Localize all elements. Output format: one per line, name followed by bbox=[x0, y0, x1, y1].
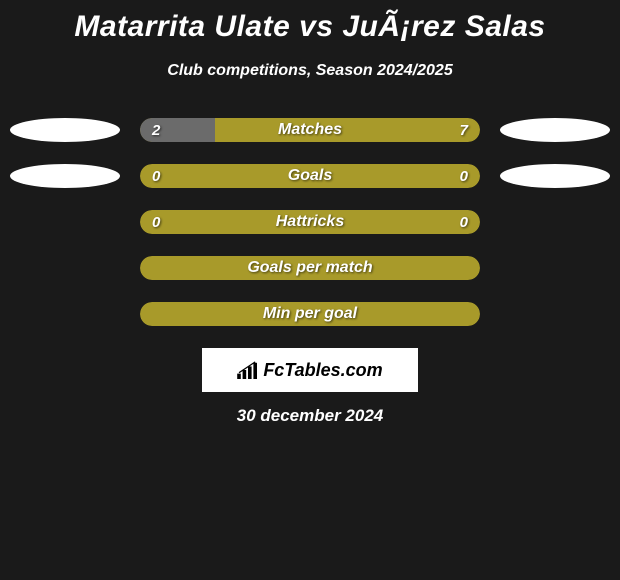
logo-text: FcTables.com bbox=[263, 360, 382, 381]
stat-row: Goals per match bbox=[0, 256, 620, 280]
stat-row: 00Hattricks bbox=[0, 210, 620, 234]
stat-label: Goals bbox=[140, 164, 480, 188]
date-text: 30 december 2024 bbox=[0, 406, 620, 426]
stat-bar: Min per goal bbox=[140, 302, 480, 326]
stat-bar: 00Goals bbox=[140, 164, 480, 188]
stat-row: 27Matches bbox=[0, 118, 620, 142]
stat-bar: Goals per match bbox=[140, 256, 480, 280]
stat-bar: 00Hattricks bbox=[140, 210, 480, 234]
subtitle: Club competitions, Season 2024/2025 bbox=[0, 62, 620, 80]
stat-label: Min per goal bbox=[140, 302, 480, 326]
logo-box: FcTables.com bbox=[202, 348, 418, 392]
stat-row: 00Goals bbox=[0, 164, 620, 188]
player-oval-right bbox=[500, 118, 610, 142]
comparison-card: Matarrita Ulate vs JuÃ¡rez Salas Club co… bbox=[0, 0, 620, 580]
stat-label: Hattricks bbox=[140, 210, 480, 234]
player-oval-left bbox=[10, 118, 120, 142]
main-title: Matarrita Ulate vs JuÃ¡rez Salas bbox=[0, 0, 620, 44]
player-oval-right bbox=[500, 164, 610, 188]
stat-row: Min per goal bbox=[0, 302, 620, 326]
stat-label: Matches bbox=[140, 118, 480, 142]
stat-rows: 27Matches 00Goals 00Hattricks Goals per mat… bbox=[0, 118, 620, 326]
bars-icon bbox=[237, 361, 259, 379]
stat-label: Goals per match bbox=[140, 256, 480, 280]
stat-bar: 27Matches bbox=[140, 118, 480, 142]
player-oval-left bbox=[10, 164, 120, 188]
logo: FcTables.com bbox=[237, 360, 382, 381]
